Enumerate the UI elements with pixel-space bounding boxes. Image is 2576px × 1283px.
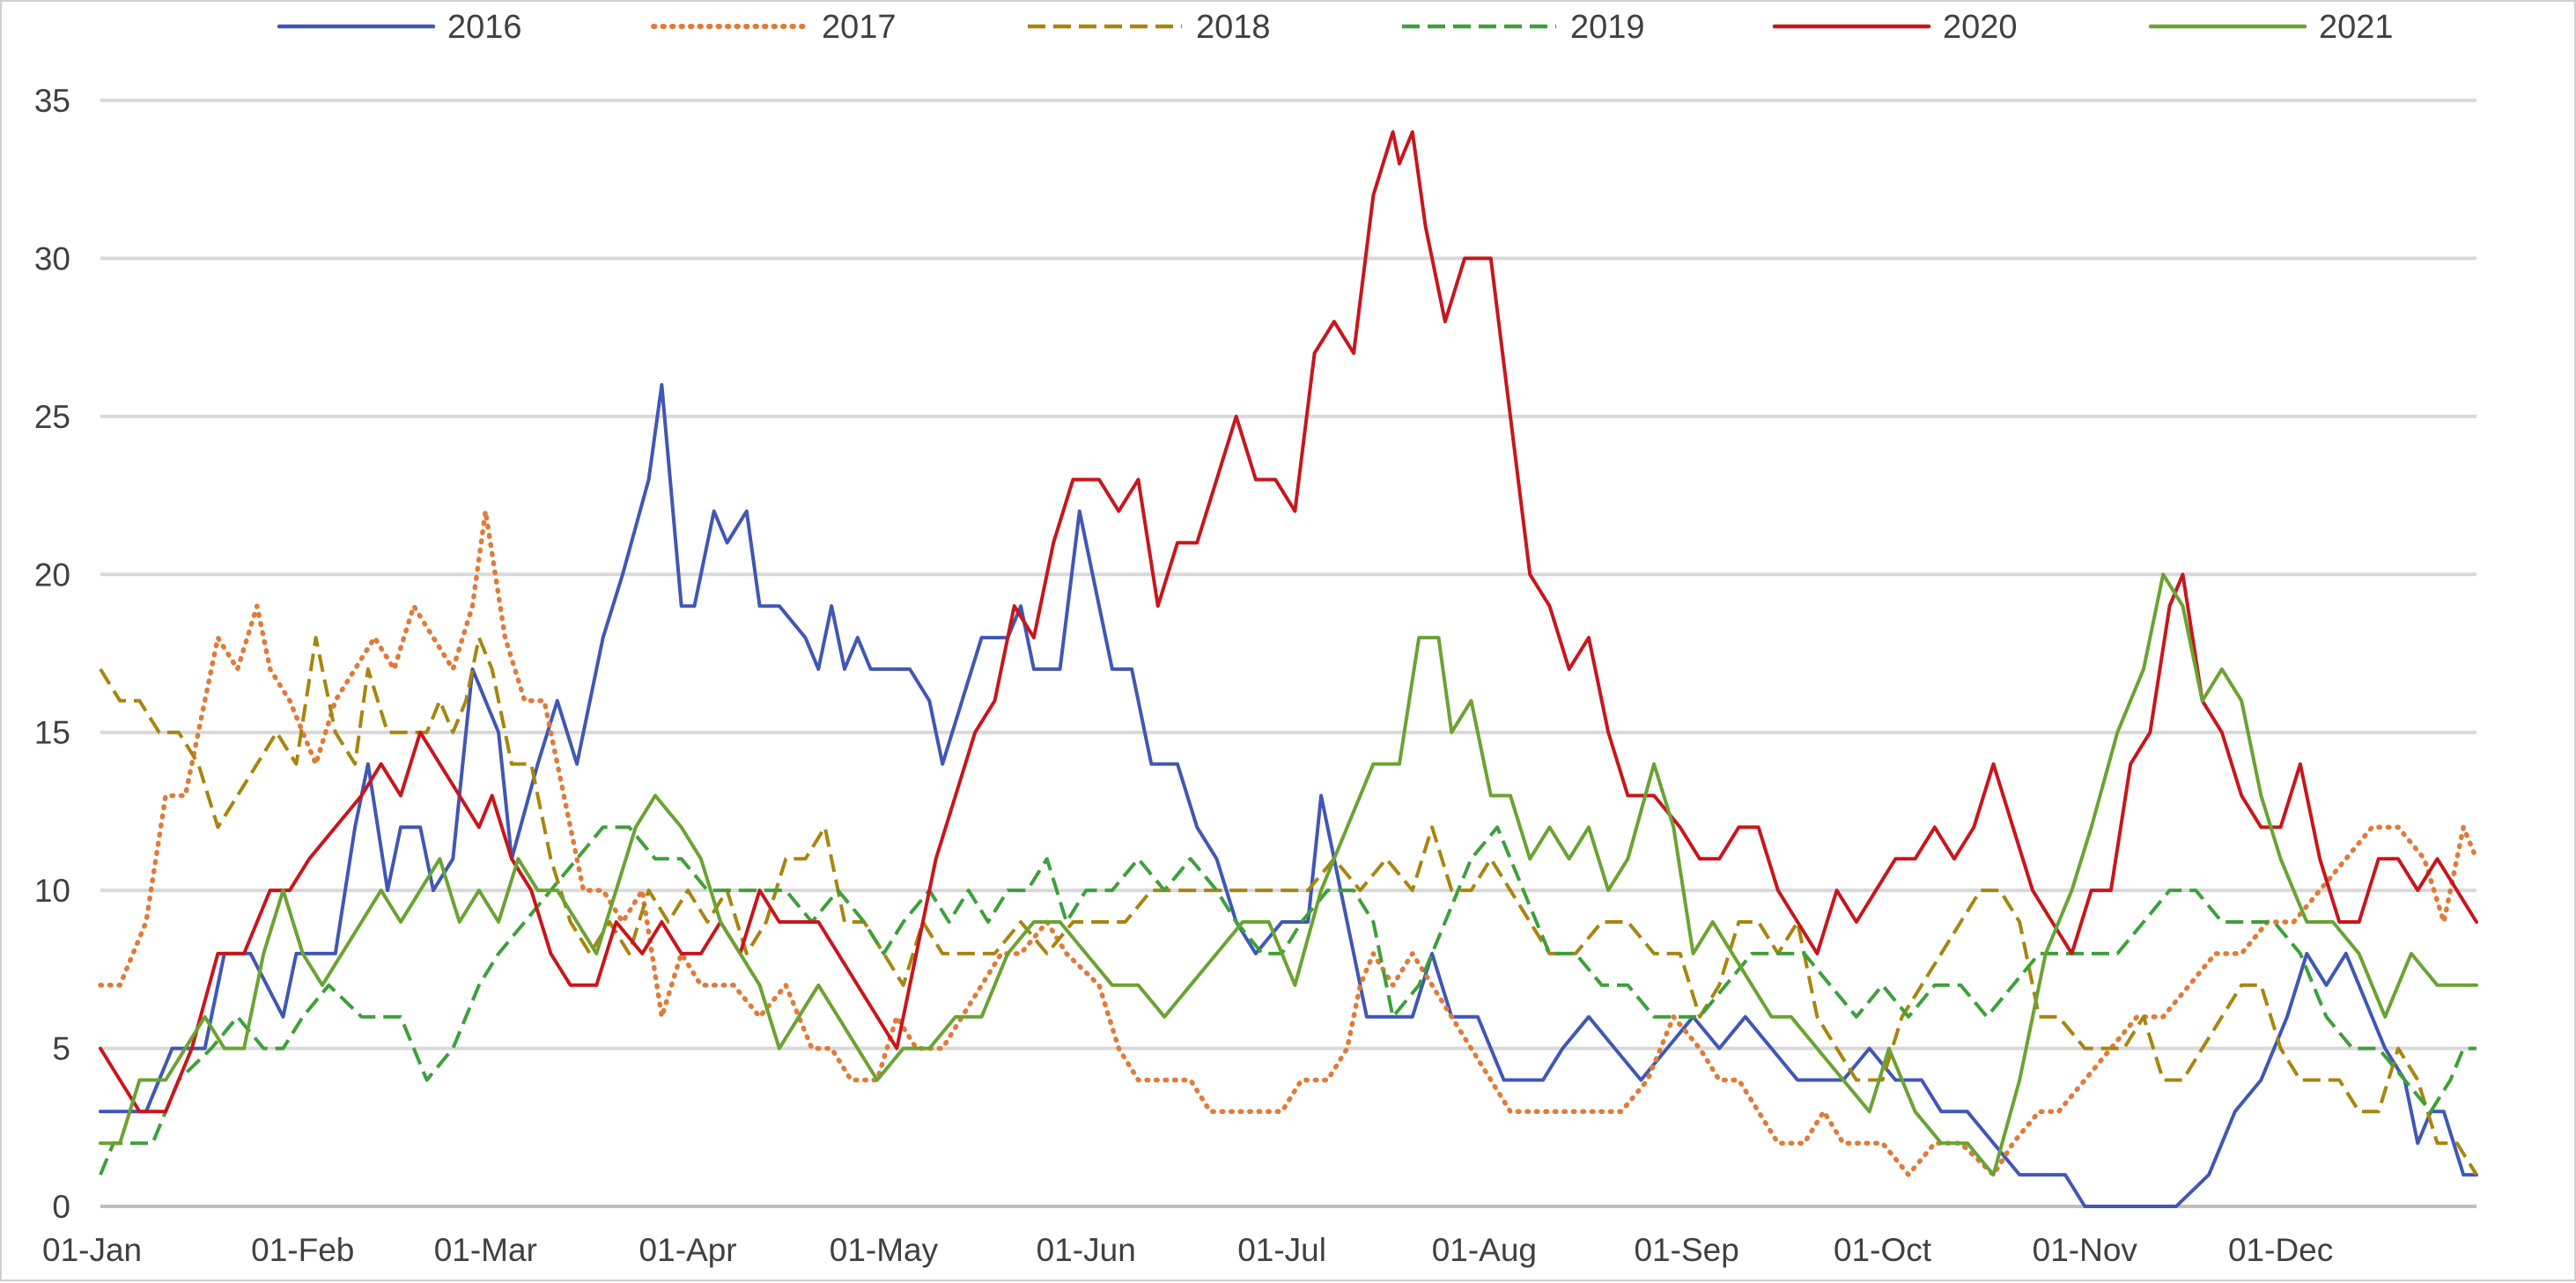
y-tick-label: 20	[34, 557, 70, 593]
y-tick-label: 15	[34, 715, 70, 751]
series-2018-line	[99, 636, 2478, 1176]
y-axis-ticks: 0 5 10 15 20 25 30 35	[34, 83, 70, 1225]
series-2017-line	[98, 508, 2479, 1177]
legend-label-2021: 2021	[2319, 9, 2394, 46]
x-tick-label: 01-Apr	[639, 1232, 737, 1268]
y-tick-label: 30	[34, 240, 70, 277]
series-lines	[98, 129, 2479, 1208]
series-2016-line	[99, 383, 2478, 1208]
x-tick-label: 01-Jul	[1237, 1232, 1326, 1268]
x-tick-label: 01-Jan	[42, 1232, 142, 1268]
x-axis-ticks: 01-Jan 01-Feb 01-Mar 01-Apr 01-May 01-Jun 01-J…	[42, 1232, 2333, 1268]
x-tick-label: 01-Dec	[2228, 1232, 2333, 1268]
x-tick-label: 01-Mar	[434, 1232, 537, 1268]
legend-label-2016: 2016	[447, 9, 522, 46]
series-2019-line	[99, 825, 2476, 1176]
legend-label-2017: 2017	[822, 9, 897, 46]
x-tick-label: 01-Oct	[1834, 1232, 1932, 1268]
legend-label-2018: 2018	[1196, 9, 1271, 46]
legend-label-2019: 2019	[1570, 9, 1645, 46]
series-2021-line	[99, 572, 2478, 1177]
legend-label-2020: 2020	[1943, 9, 2018, 46]
legend: 2016 2017 2018 2019 2020 2021	[277, 9, 2394, 46]
x-tick-label: 01-Feb	[251, 1232, 354, 1268]
x-tick-label: 01-Aug	[1432, 1232, 1537, 1268]
series-2020-line	[99, 129, 2478, 1114]
y-tick-label: 25	[34, 399, 70, 435]
x-tick-label: 01-Jun	[1037, 1232, 1136, 1268]
y-tick-label: 5	[52, 1031, 70, 1067]
x-tick-label: 01-Nov	[2033, 1232, 2138, 1268]
x-tick-label: 01-Sep	[1634, 1232, 1738, 1268]
x-tick-label: 01-May	[830, 1232, 939, 1268]
y-tick-label: 10	[34, 873, 70, 909]
y-tick-label: 35	[34, 83, 70, 119]
y-tick-label: 0	[52, 1189, 70, 1225]
